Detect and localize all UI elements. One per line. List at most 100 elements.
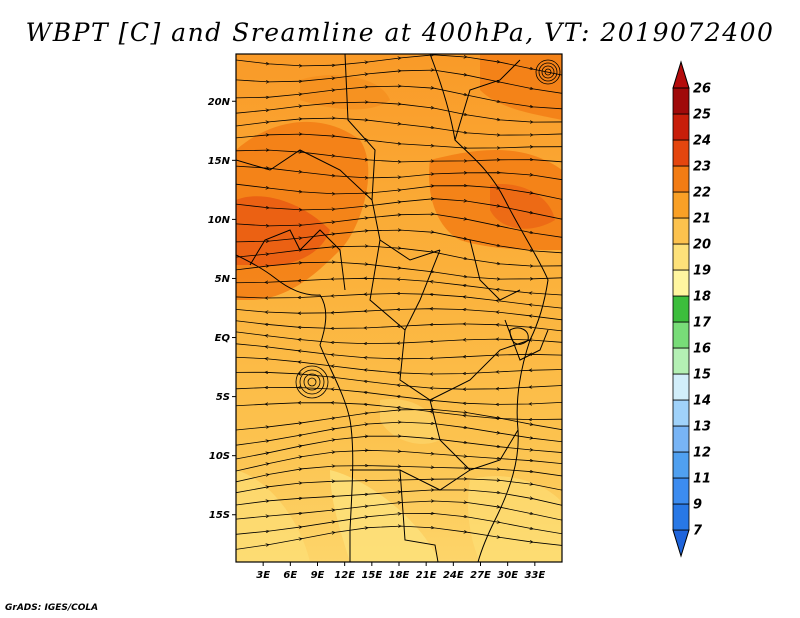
streamline [236,278,562,296]
vortex-ring [541,65,555,79]
colorbar-swatch [672,139,690,167]
lat-tick-label: 15N [208,156,231,167]
colorbar-label: 26 [693,82,711,97]
colorbar-swatch [672,503,690,531]
coastline-east-africa [429,54,549,562]
coastline-west-africa [236,254,354,562]
colorbar-swatch [672,87,690,115]
colorbar-label: 13 [693,420,711,435]
lon-tick-label: 21E [416,570,437,581]
lon-tick-label: 9E [311,570,325,581]
colorbar-swatch [672,191,690,219]
vortex-ring [544,68,552,76]
streamline [236,165,562,181]
streamline [236,134,562,148]
streamline [236,436,562,460]
lon-axis: 3E 6E 9E 12E 15E 18E 21E 24E 27E 30E 33E [256,562,545,581]
lon-tick-label: 27E [470,570,491,581]
streamline [236,70,562,94]
lon-tick-label: 33E [524,570,545,581]
streamline [236,309,562,321]
colorbar-swatch [672,399,690,427]
border-4 [399,329,531,401]
lon-tick-label: 15E [361,570,382,581]
lon-tick-label: 24E [443,570,464,581]
colorbar-label: 16 [693,342,711,357]
lake-victoria [509,327,529,345]
colorbar-label: 23 [693,160,711,175]
colorbar-label: 20 [693,238,711,253]
colorbar-label: 11 [693,472,711,487]
streamline [236,490,562,506]
streamline [236,294,562,309]
colorbar-swatch [672,217,690,245]
streamline [236,55,562,76]
wbpt-field [236,54,562,562]
lat-tick-label: 10S [209,451,230,462]
colorbar-label: 21 [693,212,711,227]
vortex-ring [295,365,329,399]
colorbar-label: 12 [693,446,711,461]
colorbar-label: 25 [693,108,711,123]
credit-label: GrADS: IGES/COLA [5,603,99,613]
colorbar-label: 18 [693,290,711,305]
border-10 [249,229,301,266]
colorbar-arrow-high [672,60,690,89]
lon-tick-label: 12E [334,570,355,581]
vortex-ring [307,377,317,387]
colorbar-swatch [672,113,690,141]
colorbar-label: 15 [693,368,711,383]
streamline [236,199,562,220]
colorbar-label: 22 [693,186,711,201]
streamlines [236,55,562,550]
vortex-ring [299,369,325,395]
colorbar-swatch [672,451,690,479]
vortex-ring [535,59,561,85]
border-6 [350,469,471,491]
colorbar-label: 24 [693,134,711,149]
vortex-ring [538,62,558,82]
colorbar-swatch [672,243,690,271]
colorbar-label: 14 [693,394,711,409]
lat-axis: 20N 15N 10N 5N EQ 5S 10S 15S [208,97,236,521]
page-title: WBPT [C] and Sreamline at 400hPa, VT: 20… [25,18,775,47]
colorbar-label: 7 [693,524,703,539]
streamline [236,526,562,550]
lat-tick-label: 10N [208,215,231,226]
lon-tick-label: 6E [283,570,297,581]
streamline [236,331,562,343]
colorbar-label: 9 [693,498,702,513]
lat-tick-label: EQ [215,333,231,344]
colorbar: 7 9 11 12 13 14 15 16 17 18 19 20 21 22 23 24 25 26 [672,60,712,558]
border-8 [454,59,521,141]
border-9 [299,229,346,291]
colorbar-arrow-low [672,529,690,558]
border-7 [399,469,439,562]
colorbar-swatch [672,321,690,349]
lon-tick-label: 18E [389,570,410,581]
border-11 [469,239,521,301]
colorbar-swatch [672,295,690,323]
lat-tick-label: 5N [215,274,231,285]
vortex-ring [303,373,321,391]
colorbar-swatch [672,425,690,453]
coastlines-borders [236,54,549,562]
streamline [236,466,562,483]
colorbar-label: 19 [693,264,711,279]
streamline [236,150,562,162]
lat-tick-label: 5S [216,392,230,403]
lon-tick-label: 30E [497,570,518,581]
border-2 [236,149,373,201]
lon-tick-label: 3E [256,570,270,581]
colorbar-swatch [672,347,690,375]
streamline [236,183,562,200]
colorbar-swatch [672,373,690,401]
colorbar-swatch [672,269,690,297]
colorbar-swatch [672,477,690,505]
colorbar-swatch [672,165,690,193]
colorbar-label: 17 [693,316,712,331]
streamline [236,450,562,472]
lat-tick-label: 20N [208,97,231,108]
lat-tick-label: 15S [209,510,230,521]
